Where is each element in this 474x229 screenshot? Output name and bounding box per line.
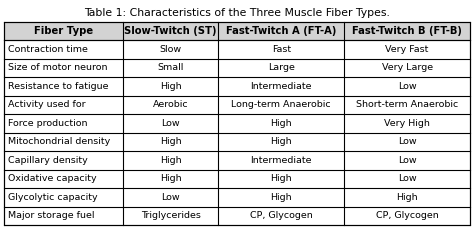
Bar <box>4 22 470 225</box>
Text: High: High <box>271 137 292 146</box>
Text: Long-term Anaerobic: Long-term Anaerobic <box>231 100 331 109</box>
Bar <box>4 22 470 40</box>
Text: Low: Low <box>398 137 416 146</box>
Text: High: High <box>396 193 418 202</box>
Text: Oxidative capacity: Oxidative capacity <box>8 174 97 183</box>
Text: Intermediate: Intermediate <box>251 82 312 91</box>
Text: High: High <box>160 174 182 183</box>
Text: Low: Low <box>161 119 180 128</box>
Text: Fast-Twitch A (FT-A): Fast-Twitch A (FT-A) <box>226 26 337 36</box>
Text: Fast-Twitch B (FT-B): Fast-Twitch B (FT-B) <box>352 26 462 36</box>
Text: Size of motor neuron: Size of motor neuron <box>8 63 108 72</box>
Text: Capillary density: Capillary density <box>8 156 88 165</box>
Text: High: High <box>160 156 182 165</box>
Text: Low: Low <box>398 82 416 91</box>
Text: Contraction time: Contraction time <box>8 45 88 54</box>
Text: CP, Glycogen: CP, Glycogen <box>250 211 313 220</box>
Text: Aerobic: Aerobic <box>153 100 188 109</box>
Text: Small: Small <box>157 63 184 72</box>
Text: Slow-Twitch (ST): Slow-Twitch (ST) <box>124 26 217 36</box>
Text: Fast: Fast <box>272 45 291 54</box>
Text: High: High <box>271 174 292 183</box>
Text: High: High <box>160 82 182 91</box>
Text: Short-term Anaerobic: Short-term Anaerobic <box>356 100 458 109</box>
Text: Resistance to fatigue: Resistance to fatigue <box>8 82 109 91</box>
Text: Force production: Force production <box>8 119 88 128</box>
Text: Slow: Slow <box>160 45 182 54</box>
Text: Low: Low <box>398 156 416 165</box>
Text: High: High <box>271 193 292 202</box>
Text: Intermediate: Intermediate <box>251 156 312 165</box>
Text: Large: Large <box>268 63 295 72</box>
Text: High: High <box>160 137 182 146</box>
Text: High: High <box>271 119 292 128</box>
Text: Major storage fuel: Major storage fuel <box>8 211 94 220</box>
Text: Low: Low <box>398 174 416 183</box>
Text: Activity used for: Activity used for <box>8 100 86 109</box>
Text: Very Large: Very Large <box>382 63 433 72</box>
Text: Glycolytic capacity: Glycolytic capacity <box>8 193 98 202</box>
Text: Very Fast: Very Fast <box>385 45 429 54</box>
Text: Triglycerides: Triglycerides <box>141 211 201 220</box>
Text: CP, Glycogen: CP, Glycogen <box>376 211 438 220</box>
Text: Fiber Type: Fiber Type <box>34 26 93 36</box>
Text: Low: Low <box>161 193 180 202</box>
Text: Mitochondrial density: Mitochondrial density <box>8 137 110 146</box>
Text: Very High: Very High <box>384 119 430 128</box>
Text: Table 1: Characteristics of the Three Muscle Fiber Types.: Table 1: Characteristics of the Three Mu… <box>84 8 390 18</box>
